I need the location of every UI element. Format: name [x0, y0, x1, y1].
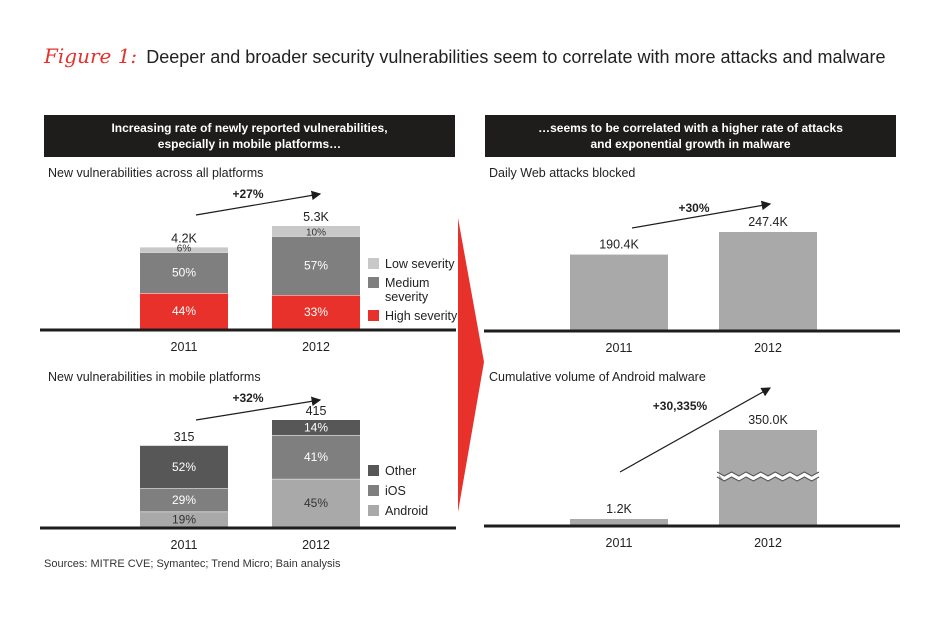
web_attacks-value-label-0: 190.4K — [599, 238, 639, 252]
vuln_mobile-legend-swatch-2 — [368, 465, 379, 476]
android-malware-axis-break-top — [716, 471, 820, 477]
vuln_mobile-seg-label-0-1: 45% — [304, 496, 328, 510]
vuln_all-seg-label-1-0: 50% — [172, 266, 196, 280]
vuln_all-seg-0-1 — [272, 295, 360, 329]
vuln_all-legend-label-1-1: severity — [385, 290, 429, 304]
vuln_all-seg-label-1-1: 57% — [304, 259, 328, 273]
android_malware-bar-0 — [570, 519, 668, 525]
vuln_all-seg-1-0 — [140, 252, 228, 294]
vuln_mobile-seg-0-1 — [272, 478, 360, 527]
figure-label: Figure 1: — [44, 44, 138, 68]
vuln_mobile-legend-swatch-0 — [368, 505, 379, 516]
vuln_mobile-seg-2-1 — [272, 420, 360, 435]
web-attacks-growth-label: +30% — [678, 201, 709, 215]
right-panel-header: …seems to be correlated with a higher ra… — [485, 115, 896, 157]
android-malware-axis-break-bottom — [716, 476, 820, 482]
vuln_mobile-seg-label-1-1: 41% — [304, 450, 328, 464]
android_malware-category-1: 2012 — [754, 536, 782, 550]
android_malware-category-0: 2011 — [606, 536, 633, 550]
web_attacks-category-0: 2011 — [606, 341, 633, 355]
android-malware-growth-arrow — [619, 387, 772, 473]
web-attacks-growth-arrow — [631, 200, 772, 229]
chart-title-android-malware: Cumulative volume of Android malware — [489, 370, 706, 384]
vuln_all-seg-label-0-1: 33% — [304, 305, 328, 319]
vuln_mobile-legend-label-0: Android — [385, 504, 428, 518]
vuln-all-growth-arrow — [195, 190, 322, 216]
vuln_all-legend-swatch-2 — [368, 258, 379, 269]
vuln_all-total-label-0: 4.2K — [171, 231, 197, 245]
vuln_all-category-0: 2011 — [171, 340, 198, 354]
vuln_mobile-legend-label-2: Other — [385, 464, 416, 478]
web_attacks-value-label-1: 247.4K — [748, 215, 788, 229]
figure-title: Figure 1: Deeper and broader security vu… — [44, 44, 886, 68]
vuln_mobile-category-0: 2011 — [171, 538, 198, 552]
vuln_all-legend-label-0: High severity — [385, 309, 458, 323]
android-malware-growth-label: +30,335% — [653, 399, 708, 413]
vuln_all-seg-2-1 — [272, 226, 360, 237]
vuln_all-seg-1-1 — [272, 236, 360, 296]
vuln_all-category-1: 2012 — [302, 340, 330, 354]
vuln_all-legend-label-1: Medium — [385, 276, 429, 290]
vuln_mobile-legend-swatch-1 — [368, 485, 379, 496]
transition-arrow — [458, 218, 484, 512]
chart-title-web-attacks: Daily Web attacks blocked — [489, 166, 636, 180]
vuln_all-seg-label-2-0: 6% — [177, 243, 192, 254]
vuln-mobile-growth-label: +32% — [232, 391, 263, 405]
vuln_all-legend-swatch-1 — [368, 277, 379, 288]
vuln_mobile-seg-label-2-1: 14% — [304, 420, 328, 434]
vuln_mobile-category-1: 2012 — [302, 538, 330, 552]
web_attacks-category-1: 2012 — [754, 341, 782, 355]
vuln_mobile-legend-label-1: iOS — [385, 484, 406, 498]
vuln_all-total-label-1: 5.3K — [303, 210, 329, 224]
left-panel-header: Increasing rate of newly reported vulner… — [44, 115, 455, 157]
vuln_mobile-seg-label-2-0: 52% — [172, 460, 196, 474]
vuln_all-seg-2-0 — [140, 247, 228, 253]
vuln_all-seg-label-0-0: 44% — [172, 304, 196, 318]
right-header-line2: and exponential growth in malware — [590, 137, 791, 151]
android_malware-value-label-1: 350.0K — [748, 413, 788, 427]
web_attacks-bar-1 — [719, 232, 817, 330]
left-header-line2: especially in mobile platforms… — [157, 137, 342, 151]
vuln_all-seg-0-0 — [140, 293, 228, 329]
vuln-mobile-growth-arrow — [195, 396, 322, 421]
figure-title-text: Deeper and broader security vulnerabilit… — [146, 47, 886, 67]
vuln_mobile-total-label-1: 415 — [306, 404, 327, 418]
right-header-line1: …seems to be correlated with a higher ra… — [538, 121, 843, 135]
vuln_all-legend-swatch-0 — [368, 310, 379, 321]
vuln_mobile-total-label-0: 315 — [174, 430, 195, 444]
vuln-all-growth-label: +27% — [232, 187, 263, 201]
vuln_mobile-seg-1-0 — [140, 488, 228, 512]
sources-note: Sources: MITRE CVE; Symantec; Trend Micr… — [44, 558, 341, 570]
left-header-line1: Increasing rate of newly reported vulner… — [111, 121, 388, 135]
vuln_all-seg-label-2-1: 10% — [306, 227, 326, 238]
vuln_all-legend-label-2: Low severity — [385, 257, 455, 271]
android_malware-value-label-0: 1.2K — [606, 502, 632, 516]
chart-title-vuln-mobile: New vulnerabilities in mobile platforms — [48, 370, 261, 384]
vuln_mobile-seg-0-0 — [140, 511, 228, 527]
chart-title-vuln-all: New vulnerabilities across all platforms — [48, 166, 264, 180]
vuln_mobile-seg-1-1 — [272, 434, 360, 479]
web_attacks-bar-0 — [570, 254, 668, 330]
vuln_mobile-seg-2-0 — [140, 445, 228, 489]
vuln_mobile-seg-label-1-0: 29% — [172, 493, 196, 507]
vuln_mobile-seg-label-0-0: 19% — [172, 512, 196, 526]
